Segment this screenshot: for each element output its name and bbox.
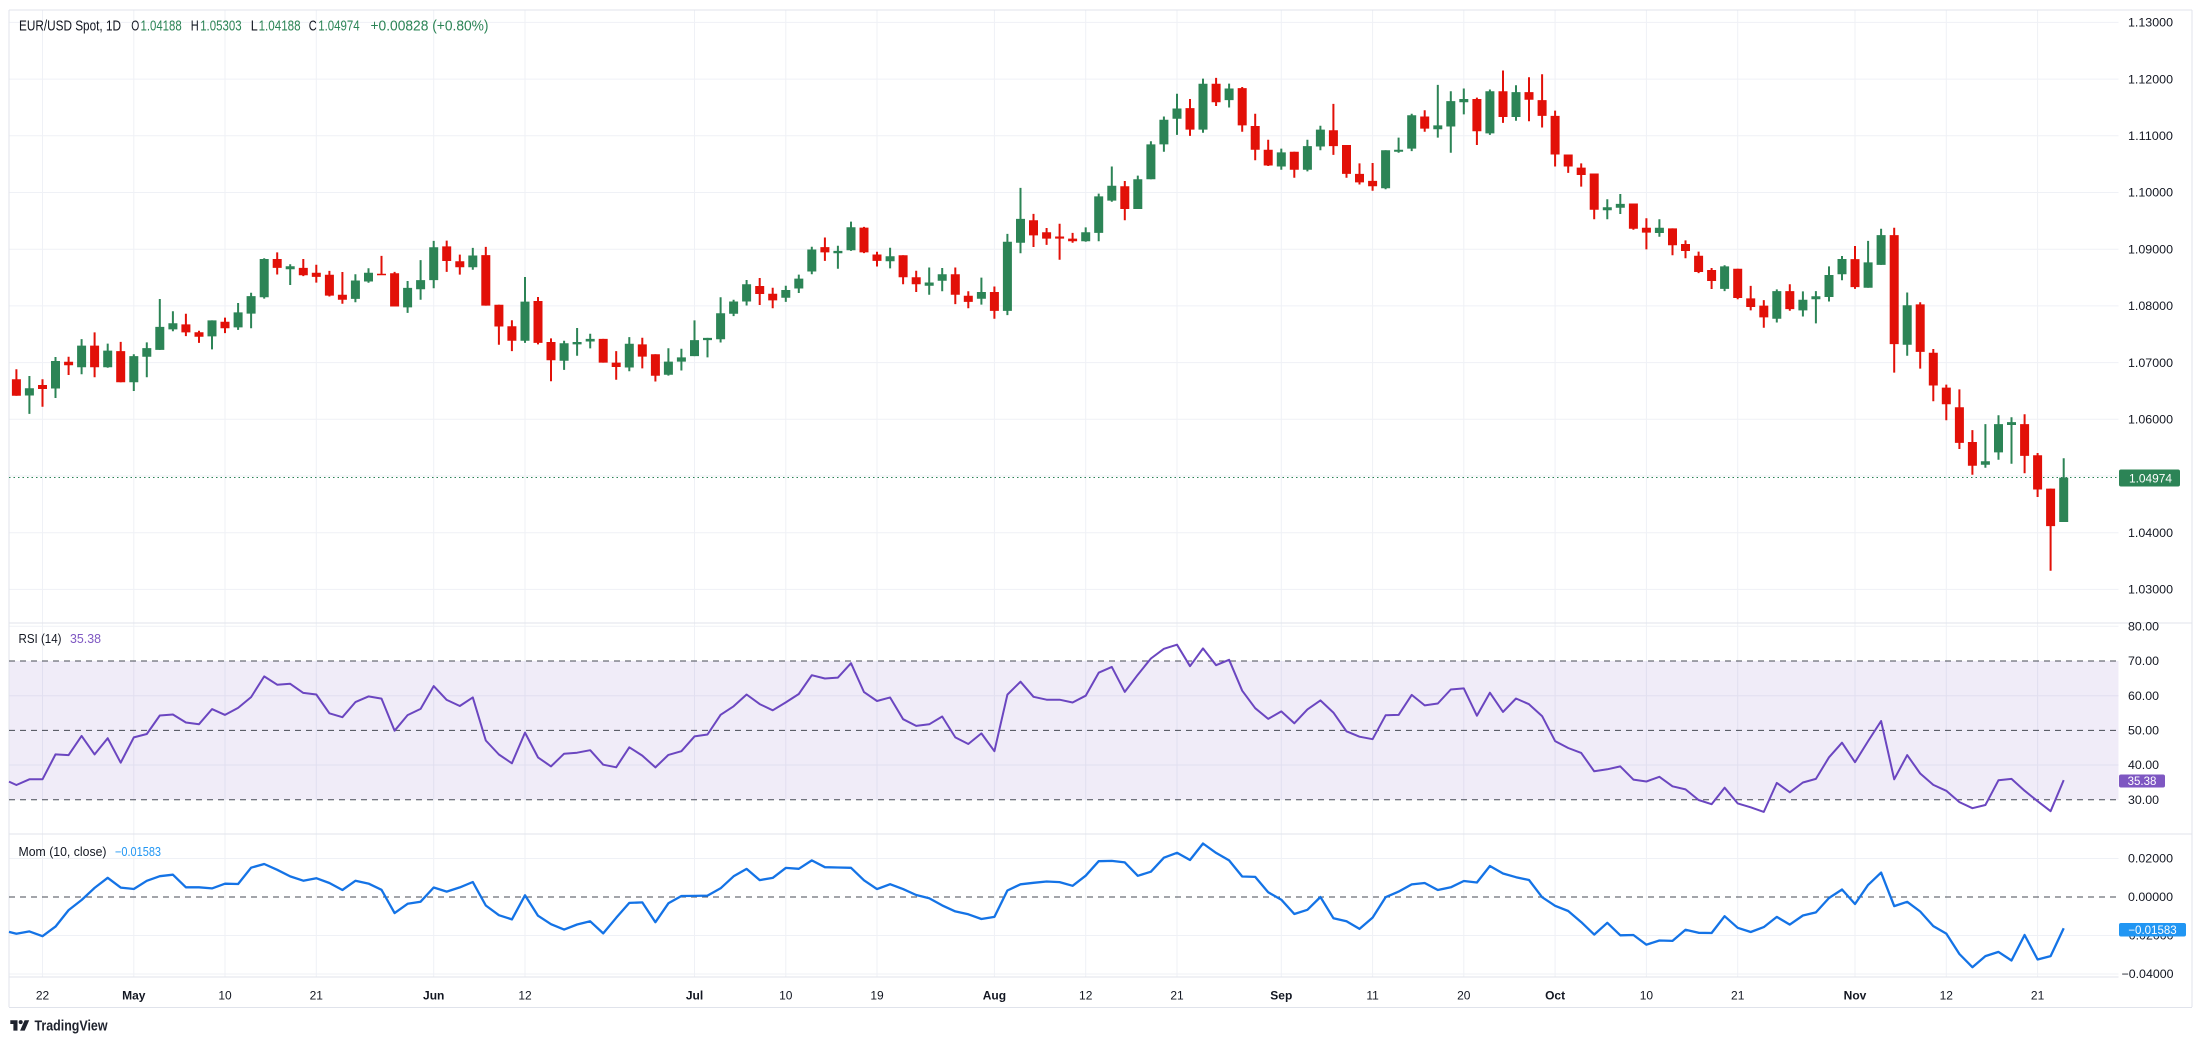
svg-text:Jul: Jul <box>686 989 703 1003</box>
svg-text:21: 21 <box>310 989 324 1003</box>
svg-text:12: 12 <box>1079 989 1093 1003</box>
svg-text:21: 21 <box>1731 989 1745 1003</box>
svg-text:May: May <box>122 989 146 1003</box>
svg-text:Sep: Sep <box>1270 989 1292 1003</box>
svg-text:0.00000: 0.00000 <box>2128 890 2173 904</box>
svg-text:L: L <box>251 19 258 35</box>
svg-text:35.38: 35.38 <box>70 632 101 646</box>
svg-text:40.00: 40.00 <box>2128 758 2159 772</box>
svg-text:35.38: 35.38 <box>2128 776 2157 788</box>
svg-text:12: 12 <box>1940 989 1954 1003</box>
svg-text:50.00: 50.00 <box>2128 724 2159 738</box>
svg-text:10: 10 <box>779 989 793 1003</box>
svg-text:10: 10 <box>1640 989 1654 1003</box>
svg-text:12: 12 <box>518 989 532 1003</box>
svg-text:70.00: 70.00 <box>2128 654 2159 668</box>
svg-text:H: H <box>191 19 199 35</box>
svg-text:21: 21 <box>1170 989 1184 1003</box>
svg-text:19: 19 <box>870 989 884 1003</box>
svg-text:−0.01583: −0.01583 <box>2128 925 2176 937</box>
svg-text:RSI (14): RSI (14) <box>19 632 62 646</box>
svg-text:1.04974: 1.04974 <box>318 19 360 35</box>
svg-text:11: 11 <box>1366 989 1379 1003</box>
svg-text:1.04000: 1.04000 <box>2128 526 2173 540</box>
svg-text:Aug: Aug <box>983 989 1006 1003</box>
svg-text:21: 21 <box>2031 989 2045 1003</box>
svg-text:1.10000: 1.10000 <box>2128 186 2173 200</box>
svg-text:1.08000: 1.08000 <box>2128 299 2173 313</box>
svg-text:60.00: 60.00 <box>2128 689 2159 703</box>
svg-text:10: 10 <box>218 989 232 1003</box>
svg-text:1.03000: 1.03000 <box>2128 583 2173 597</box>
svg-text:1.04188: 1.04188 <box>141 19 182 35</box>
svg-text:1.07000: 1.07000 <box>2128 356 2173 370</box>
svg-text:22: 22 <box>36 989 50 1003</box>
svg-text:80.00: 80.00 <box>2128 620 2159 634</box>
svg-text:Mom (10, close): Mom (10, close) <box>19 845 107 859</box>
svg-text:1.04188: 1.04188 <box>259 19 301 35</box>
svg-text:EUR/USD Spot, 1D: EUR/USD Spot, 1D <box>19 19 121 35</box>
svg-text:1.04974: 1.04974 <box>2129 471 2172 485</box>
svg-text:+0.00828 (+0.80%): +0.00828 (+0.80%) <box>371 19 489 35</box>
svg-text:Jun: Jun <box>423 989 444 1003</box>
svg-text:TradingView: TradingView <box>35 1019 109 1035</box>
svg-text:1.09000: 1.09000 <box>2128 242 2173 256</box>
svg-text:1.11000: 1.11000 <box>2128 129 2173 143</box>
svg-text:Oct: Oct <box>1545 989 1565 1003</box>
svg-text:30.00: 30.00 <box>2128 793 2159 807</box>
svg-text:20: 20 <box>1457 989 1471 1003</box>
svg-text:C: C <box>309 19 317 35</box>
svg-text:Nov: Nov <box>1844 989 1867 1003</box>
svg-text:1.05303: 1.05303 <box>200 19 241 35</box>
svg-text:0.02000: 0.02000 <box>2128 852 2173 866</box>
svg-text:1.12000: 1.12000 <box>2128 72 2173 86</box>
svg-text:−0.04000: −0.04000 <box>2122 967 2174 981</box>
svg-text:1.06000: 1.06000 <box>2128 413 2173 427</box>
svg-text:−0.01583: −0.01583 <box>115 845 161 859</box>
svg-text:O: O <box>131 19 139 35</box>
svg-text:1.13000: 1.13000 <box>2128 16 2173 30</box>
